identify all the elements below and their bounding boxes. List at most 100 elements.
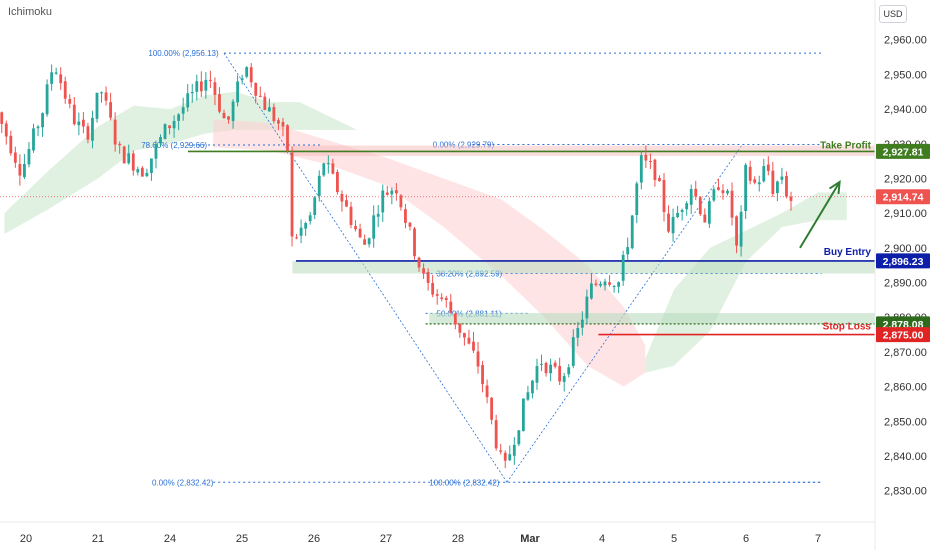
time-axis[interactable]: 20 21 24 25 26 27 28 Mar 4 5 6 7 xyxy=(0,521,875,545)
candle-down xyxy=(345,200,348,207)
candle-down xyxy=(789,196,793,201)
candle-up xyxy=(23,163,26,178)
candle-down xyxy=(422,268,425,274)
candle-up xyxy=(562,376,566,382)
candle-down xyxy=(104,92,108,101)
time-tick-label: 7 xyxy=(815,533,821,545)
candle-down xyxy=(349,206,353,226)
candle-down xyxy=(208,79,212,81)
candle-up xyxy=(322,163,326,176)
candle-up xyxy=(712,189,716,201)
price-tick-label: 2,900.00 xyxy=(884,243,927,255)
candle-down xyxy=(358,228,362,238)
price-tick-label: 2,950.00 xyxy=(884,69,927,81)
candle-down xyxy=(258,95,262,97)
candle-up xyxy=(172,120,176,129)
cloud-bullish-segment xyxy=(4,91,358,234)
candle-up xyxy=(145,172,149,177)
candle-down xyxy=(131,153,135,171)
price-tick-label: 2,870.00 xyxy=(884,347,927,359)
candle-down xyxy=(558,366,562,382)
buy-entry-zone xyxy=(292,261,875,274)
candle-up xyxy=(630,215,634,249)
price-tags: 2,927.812,914.742,896.232,878.082,875.00 xyxy=(876,143,930,343)
candle-down xyxy=(249,67,253,83)
candle-down xyxy=(717,187,720,190)
candle-up xyxy=(27,149,31,165)
price-tick-label: 2,830.00 xyxy=(884,486,927,498)
candle-up xyxy=(707,201,711,224)
candle-down xyxy=(122,146,126,164)
fib-level-label: 0.00% (2,929.79) xyxy=(433,141,495,150)
candle-down xyxy=(444,297,448,301)
candle-up xyxy=(245,67,249,77)
candle-down xyxy=(277,120,280,124)
candle-up xyxy=(159,137,162,144)
candle-down xyxy=(68,98,72,104)
candle-up xyxy=(685,203,689,210)
stop-loss-price-tag-bg xyxy=(876,327,930,343)
fib-level-label: 0.00% (2,832.42) xyxy=(152,478,214,487)
candle-down xyxy=(4,123,8,137)
candle-up xyxy=(671,217,675,234)
candle-up xyxy=(612,286,616,288)
candle-up xyxy=(136,169,140,173)
time-tick-label: 4 xyxy=(599,533,605,545)
cloud-bullish-segment xyxy=(645,192,847,373)
time-tick-label: 20 xyxy=(20,533,32,545)
candle-down xyxy=(263,96,267,110)
candle-down xyxy=(785,176,788,197)
time-tick-label: 6 xyxy=(743,533,749,545)
candle-down xyxy=(354,226,357,230)
candle-up xyxy=(635,183,639,215)
candle-down xyxy=(553,362,557,367)
candle-down xyxy=(227,116,230,120)
candle-up xyxy=(517,430,521,445)
candle-down xyxy=(490,397,494,420)
candle-up xyxy=(36,126,40,129)
candle-up xyxy=(390,190,394,195)
candle-up xyxy=(576,327,580,338)
candle-up xyxy=(127,153,131,164)
candle-down xyxy=(394,190,398,194)
candle-up xyxy=(236,81,240,103)
current-price-tag-bg xyxy=(876,189,930,205)
candle-up xyxy=(571,337,575,366)
candle-down xyxy=(467,337,471,344)
time-tick-label: 28 xyxy=(452,533,464,545)
candle-down xyxy=(295,237,298,239)
trend-arrow xyxy=(799,179,841,249)
currency-button[interactable]: USD xyxy=(879,5,907,23)
candle-up xyxy=(676,212,680,218)
candle-down xyxy=(281,121,285,127)
candle-down xyxy=(408,222,412,227)
price-axis[interactable]: 2,830.00 2,840.00 2,850.00 2,860.00 2,870.00… xyxy=(874,0,927,550)
price-tick-label: 2,910.00 xyxy=(884,208,927,220)
fib-level-label: 100.00% (2,956.13) xyxy=(148,49,219,58)
time-tick-label: 24 xyxy=(164,533,176,545)
candle-down xyxy=(485,385,489,398)
candle-down xyxy=(363,239,367,245)
candle-down xyxy=(413,228,416,257)
candle-up xyxy=(762,166,766,182)
candle-down xyxy=(335,172,339,193)
time-tick-label: 27 xyxy=(380,533,392,545)
candle-down xyxy=(426,271,430,283)
candle-down xyxy=(109,102,113,118)
candle-down xyxy=(118,143,122,146)
candle-down xyxy=(59,74,63,84)
candle-up xyxy=(739,211,743,247)
candle-down xyxy=(453,313,457,325)
candle-down xyxy=(503,452,507,461)
candle-down xyxy=(648,160,652,162)
candle-up xyxy=(317,175,321,197)
candle-up xyxy=(177,114,181,121)
candle-up xyxy=(367,238,371,245)
candle-up xyxy=(54,72,58,74)
candle-up xyxy=(195,81,199,92)
candle-up xyxy=(744,164,748,212)
candle-down xyxy=(494,420,498,449)
candle-down xyxy=(771,170,775,194)
price-tick-label: 2,850.00 xyxy=(884,416,927,428)
